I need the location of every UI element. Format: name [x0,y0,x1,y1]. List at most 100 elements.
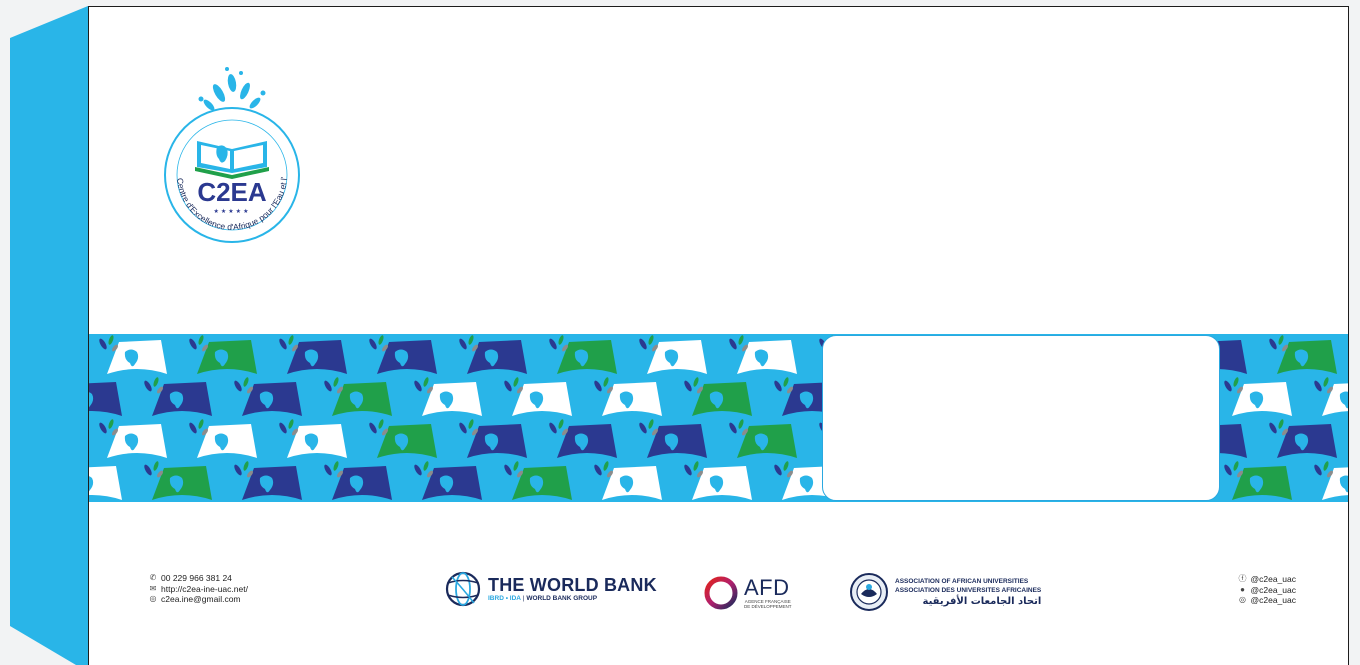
pattern-drop [288,335,294,345]
pattern-africa-shape [1249,475,1264,493]
world-bank-name: THE WORLD BANK [488,575,657,595]
contact-website[interactable]: ✉ http://c2ea-ine-uac.net/ [149,584,248,595]
pattern-drop [472,428,478,436]
pattern-drop [738,419,744,429]
pattern-drop [783,377,789,387]
afd-logo: AFD AGENCE FRANÇAISE DE DÉVELOPPEMENT [703,575,792,611]
instagram-icon: ◎ [1239,595,1246,605]
pattern-drop [324,380,332,392]
pattern-drop [1323,377,1329,387]
facebook-handle[interactable]: @c2ea_uac [1250,574,1297,584]
twitter-icon: ● [1240,584,1245,594]
pattern-drop [787,386,793,394]
address-window [822,335,1220,501]
globe-icon: ◎ [149,594,157,604]
pattern-drop [153,377,159,387]
pattern-africa-shape [1339,475,1348,493]
pattern-drop [189,422,197,434]
pattern-drop [684,380,692,392]
aau-name-en: ASSOCIATION OF AFRICAN UNIVERSITIES [895,577,1029,585]
social-instagram[interactable]: ◎ @c2ea_uac [1239,595,1297,606]
phone-icon: ✆ [149,573,157,583]
pattern-drop [558,419,564,429]
pattern-africa-shape [754,433,769,451]
world-bank-logo: THE WORLD BANK IBRD • IDA | WORLD BANK G… [444,570,657,608]
pattern-africa-shape [709,475,724,493]
pattern-africa-shape [124,349,139,367]
pattern-drop [1327,386,1333,394]
website-text[interactable]: http://c2ea-ine-uac.net/ [161,583,248,594]
pattern-drop [504,380,512,392]
pattern-drop [189,338,197,350]
aau-name-fr: ASSOCIATION DES UNIVERSITES AFRICAINES [895,586,1042,594]
instagram-handle[interactable]: @c2ea_uac [1250,595,1297,605]
pattern-africa-shape [1339,391,1348,409]
pattern-drop [738,335,744,345]
pattern-africa-shape [89,476,94,492]
pattern-drop [112,428,118,436]
pattern-drop [427,386,433,394]
pattern-drop [99,422,107,434]
pattern-africa-shape [304,349,319,367]
pattern-drop [459,338,467,350]
pattern-drop [774,464,782,476]
aau-logo: ASSOCIATION OF AFRICAN UNIVERSITIES ASSO… [849,572,1041,612]
pattern-drop [697,470,703,478]
pattern-africa-shape [1294,433,1309,451]
pattern-drop [378,419,384,429]
afd-ring-icon [704,576,738,610]
pattern-drop [1237,386,1243,394]
pattern-africa-shape [529,391,544,409]
pattern-drop [198,419,204,429]
pattern-drop [549,338,557,350]
pattern-africa-shape [259,475,274,493]
pattern-drop [729,422,737,434]
twitter-handle[interactable]: @c2ea_uac [1250,584,1297,595]
logo-stars: ★★★★★ [214,208,251,215]
pattern-drop [504,464,512,476]
logo-wordmark: C2EA [197,177,267,207]
pattern-africa-shape [439,391,454,409]
pattern-drop [292,428,298,436]
pattern-book-page [1322,383,1348,416]
pattern-drop [1233,461,1239,471]
pattern-africa-shape [349,391,364,409]
pattern-africa-shape [619,391,634,409]
pattern-drop [1237,470,1243,478]
pattern-drop [337,470,343,478]
pattern-africa-shape [169,475,184,493]
pattern-drop [594,464,602,476]
pattern-drop [157,470,163,478]
pattern-drop [202,344,208,352]
pattern-drop [382,344,388,352]
pattern-drop [1282,344,1288,352]
pattern-drop [382,428,388,436]
pattern-drop [648,335,654,345]
pattern-drop [414,464,422,476]
pattern-drop [369,422,377,434]
pattern-drop [202,428,208,436]
social-facebook[interactable]: ⓕ @c2ea_uac [1239,574,1297,585]
pattern-drop [693,461,699,471]
pattern-africa-shape [799,391,814,409]
social-links: ⓕ @c2ea_uac ● @c2ea_uac ◎ @c2ea_uac [1239,574,1297,606]
mail-icon: ✉ [149,583,157,593]
pattern-drop [742,344,748,352]
pattern-drop [594,380,602,392]
world-bank-sub: IBRD • IDA | WORLD BANK GROUP [488,595,598,602]
contact-phone: ✆ 00 229 966 381 24 [149,573,248,584]
social-twitter[interactable]: ● @c2ea_uac [1239,584,1297,596]
pattern-drop [234,464,242,476]
pattern-drop [549,422,557,434]
pattern-book-page [89,466,122,500]
contact-email[interactable]: ◎ c2ea.ine@gmail.com [149,594,248,605]
pattern-africa-shape [349,475,364,493]
pattern-africa-shape [124,433,139,451]
pattern-drop [247,470,253,478]
pattern-drop [787,470,793,478]
pattern-africa-shape [619,475,634,493]
pattern-drop [153,461,159,471]
email-text[interactable]: c2ea.ine@gmail.com [161,594,241,604]
pattern-africa-shape [259,391,274,409]
pattern-africa-shape [1249,391,1264,409]
